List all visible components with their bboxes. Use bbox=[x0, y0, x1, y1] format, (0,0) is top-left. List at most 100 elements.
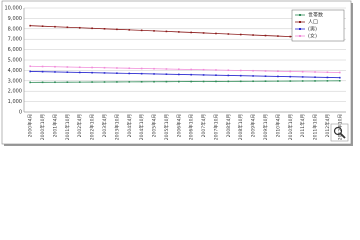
point-marker bbox=[215, 32, 217, 35]
point-marker bbox=[29, 24, 31, 27]
point-marker bbox=[277, 70, 279, 73]
point-marker bbox=[264, 70, 267, 72]
x-tick-label: 2008年4月 bbox=[225, 114, 232, 137]
point-marker bbox=[66, 71, 69, 73]
x-tick-label: 2004年10月 bbox=[138, 114, 145, 140]
point-marker bbox=[239, 33, 242, 36]
x-tick-label: 2010年4月 bbox=[274, 114, 281, 137]
point-marker bbox=[29, 65, 31, 68]
chart: 0 1,000 2,000 3,000 4,000 5,000 6,000 7,000 8,00… bbox=[1, 0, 353, 146]
y-tick-label: 6,000 bbox=[8, 47, 22, 53]
point-marker bbox=[326, 80, 329, 82]
point-marker bbox=[289, 75, 292, 78]
point-marker bbox=[227, 69, 230, 72]
point-marker bbox=[190, 73, 192, 76]
point-marker bbox=[91, 81, 93, 83]
point-marker bbox=[165, 68, 168, 70]
point-marker bbox=[227, 33, 230, 35]
point-marker bbox=[91, 71, 93, 74]
point-marker bbox=[66, 81, 69, 83]
point-marker bbox=[215, 69, 217, 71]
point-marker bbox=[339, 71, 341, 74]
legend-marker bbox=[299, 35, 301, 37]
point-marker bbox=[140, 67, 143, 70]
point-marker bbox=[153, 30, 155, 32]
point-marker bbox=[277, 75, 279, 78]
point-marker bbox=[165, 30, 168, 33]
point-marker bbox=[277, 35, 279, 37]
point-marker bbox=[91, 66, 93, 69]
point-marker bbox=[153, 67, 155, 70]
point-marker bbox=[128, 81, 131, 83]
point-marker bbox=[202, 32, 205, 34]
point-marker bbox=[41, 65, 44, 68]
point-marker bbox=[190, 68, 192, 71]
zoom-handle bbox=[339, 132, 346, 139]
x-tick-label: 2008年10月 bbox=[237, 114, 244, 140]
point-marker bbox=[66, 66, 69, 68]
x-tick-label: 2009年10月 bbox=[262, 114, 269, 140]
legend-label: (女) bbox=[308, 33, 317, 40]
y-tick-label: 7,000 bbox=[8, 37, 22, 43]
point-marker bbox=[215, 74, 217, 76]
x-tick-label: 2006年10月 bbox=[188, 114, 195, 140]
point-marker bbox=[103, 66, 106, 69]
x-tick-label: 2012年10月 bbox=[336, 114, 343, 140]
y-tick-label: 9,000 bbox=[8, 16, 22, 22]
point-marker bbox=[264, 80, 267, 82]
point-marker bbox=[178, 80, 180, 83]
legend-marker bbox=[299, 14, 301, 16]
point-marker bbox=[239, 74, 242, 77]
point-marker bbox=[29, 81, 31, 84]
x-tick-label: 2005年4月 bbox=[151, 114, 158, 137]
point-marker bbox=[227, 74, 230, 77]
x-tick-label: 2000年10月 bbox=[39, 114, 46, 140]
point-marker bbox=[66, 26, 69, 29]
x-tick-label: 2005年10月 bbox=[163, 114, 170, 140]
point-marker bbox=[153, 73, 155, 75]
point-marker bbox=[91, 27, 93, 30]
point-marker bbox=[202, 80, 205, 83]
y-tick-label: 2,000 bbox=[8, 89, 22, 95]
point-marker bbox=[29, 70, 31, 73]
x-tick-label: 2003年4月 bbox=[101, 114, 108, 137]
point-marker bbox=[314, 76, 316, 78]
zoom-icon[interactable] bbox=[330, 123, 349, 142]
point-marker bbox=[140, 72, 143, 75]
point-marker bbox=[202, 68, 205, 71]
point-marker bbox=[128, 72, 131, 75]
legend-marker bbox=[299, 28, 301, 30]
point-marker bbox=[103, 28, 106, 30]
point-marker bbox=[264, 34, 267, 37]
point-marker bbox=[289, 70, 292, 73]
y-tick-label: 4,000 bbox=[8, 68, 22, 74]
y-tick-label: 3,000 bbox=[8, 78, 22, 84]
point-marker bbox=[314, 71, 316, 73]
x-tick-label: 2007年10月 bbox=[212, 114, 219, 140]
x-tick-label: 2001年4月 bbox=[51, 114, 58, 137]
point-marker bbox=[252, 75, 254, 77]
point-marker bbox=[339, 80, 341, 82]
point-marker bbox=[140, 80, 143, 83]
point-marker bbox=[78, 66, 81, 69]
point-marker bbox=[140, 29, 143, 32]
point-marker bbox=[289, 80, 292, 82]
point-marker bbox=[54, 71, 56, 73]
point-marker bbox=[202, 74, 205, 76]
point-marker bbox=[178, 73, 180, 76]
point-marker bbox=[190, 31, 192, 34]
x-tick-label: 2003年10月 bbox=[113, 114, 120, 140]
x-tick-label: 2011年4月 bbox=[299, 114, 306, 137]
point-marker bbox=[116, 72, 118, 74]
point-marker bbox=[326, 76, 329, 79]
x-tick-label: 2000年4月 bbox=[27, 114, 34, 137]
x-tick-label: 2002年4月 bbox=[76, 114, 83, 137]
point-marker bbox=[54, 81, 56, 84]
legend-label: 世帯数 bbox=[308, 12, 323, 19]
point-marker bbox=[264, 75, 267, 77]
point-marker bbox=[239, 69, 242, 72]
x-tick-label: 2001年10月 bbox=[64, 114, 71, 140]
point-marker bbox=[301, 80, 304, 82]
point-marker bbox=[103, 72, 106, 74]
point-marker bbox=[116, 67, 118, 69]
